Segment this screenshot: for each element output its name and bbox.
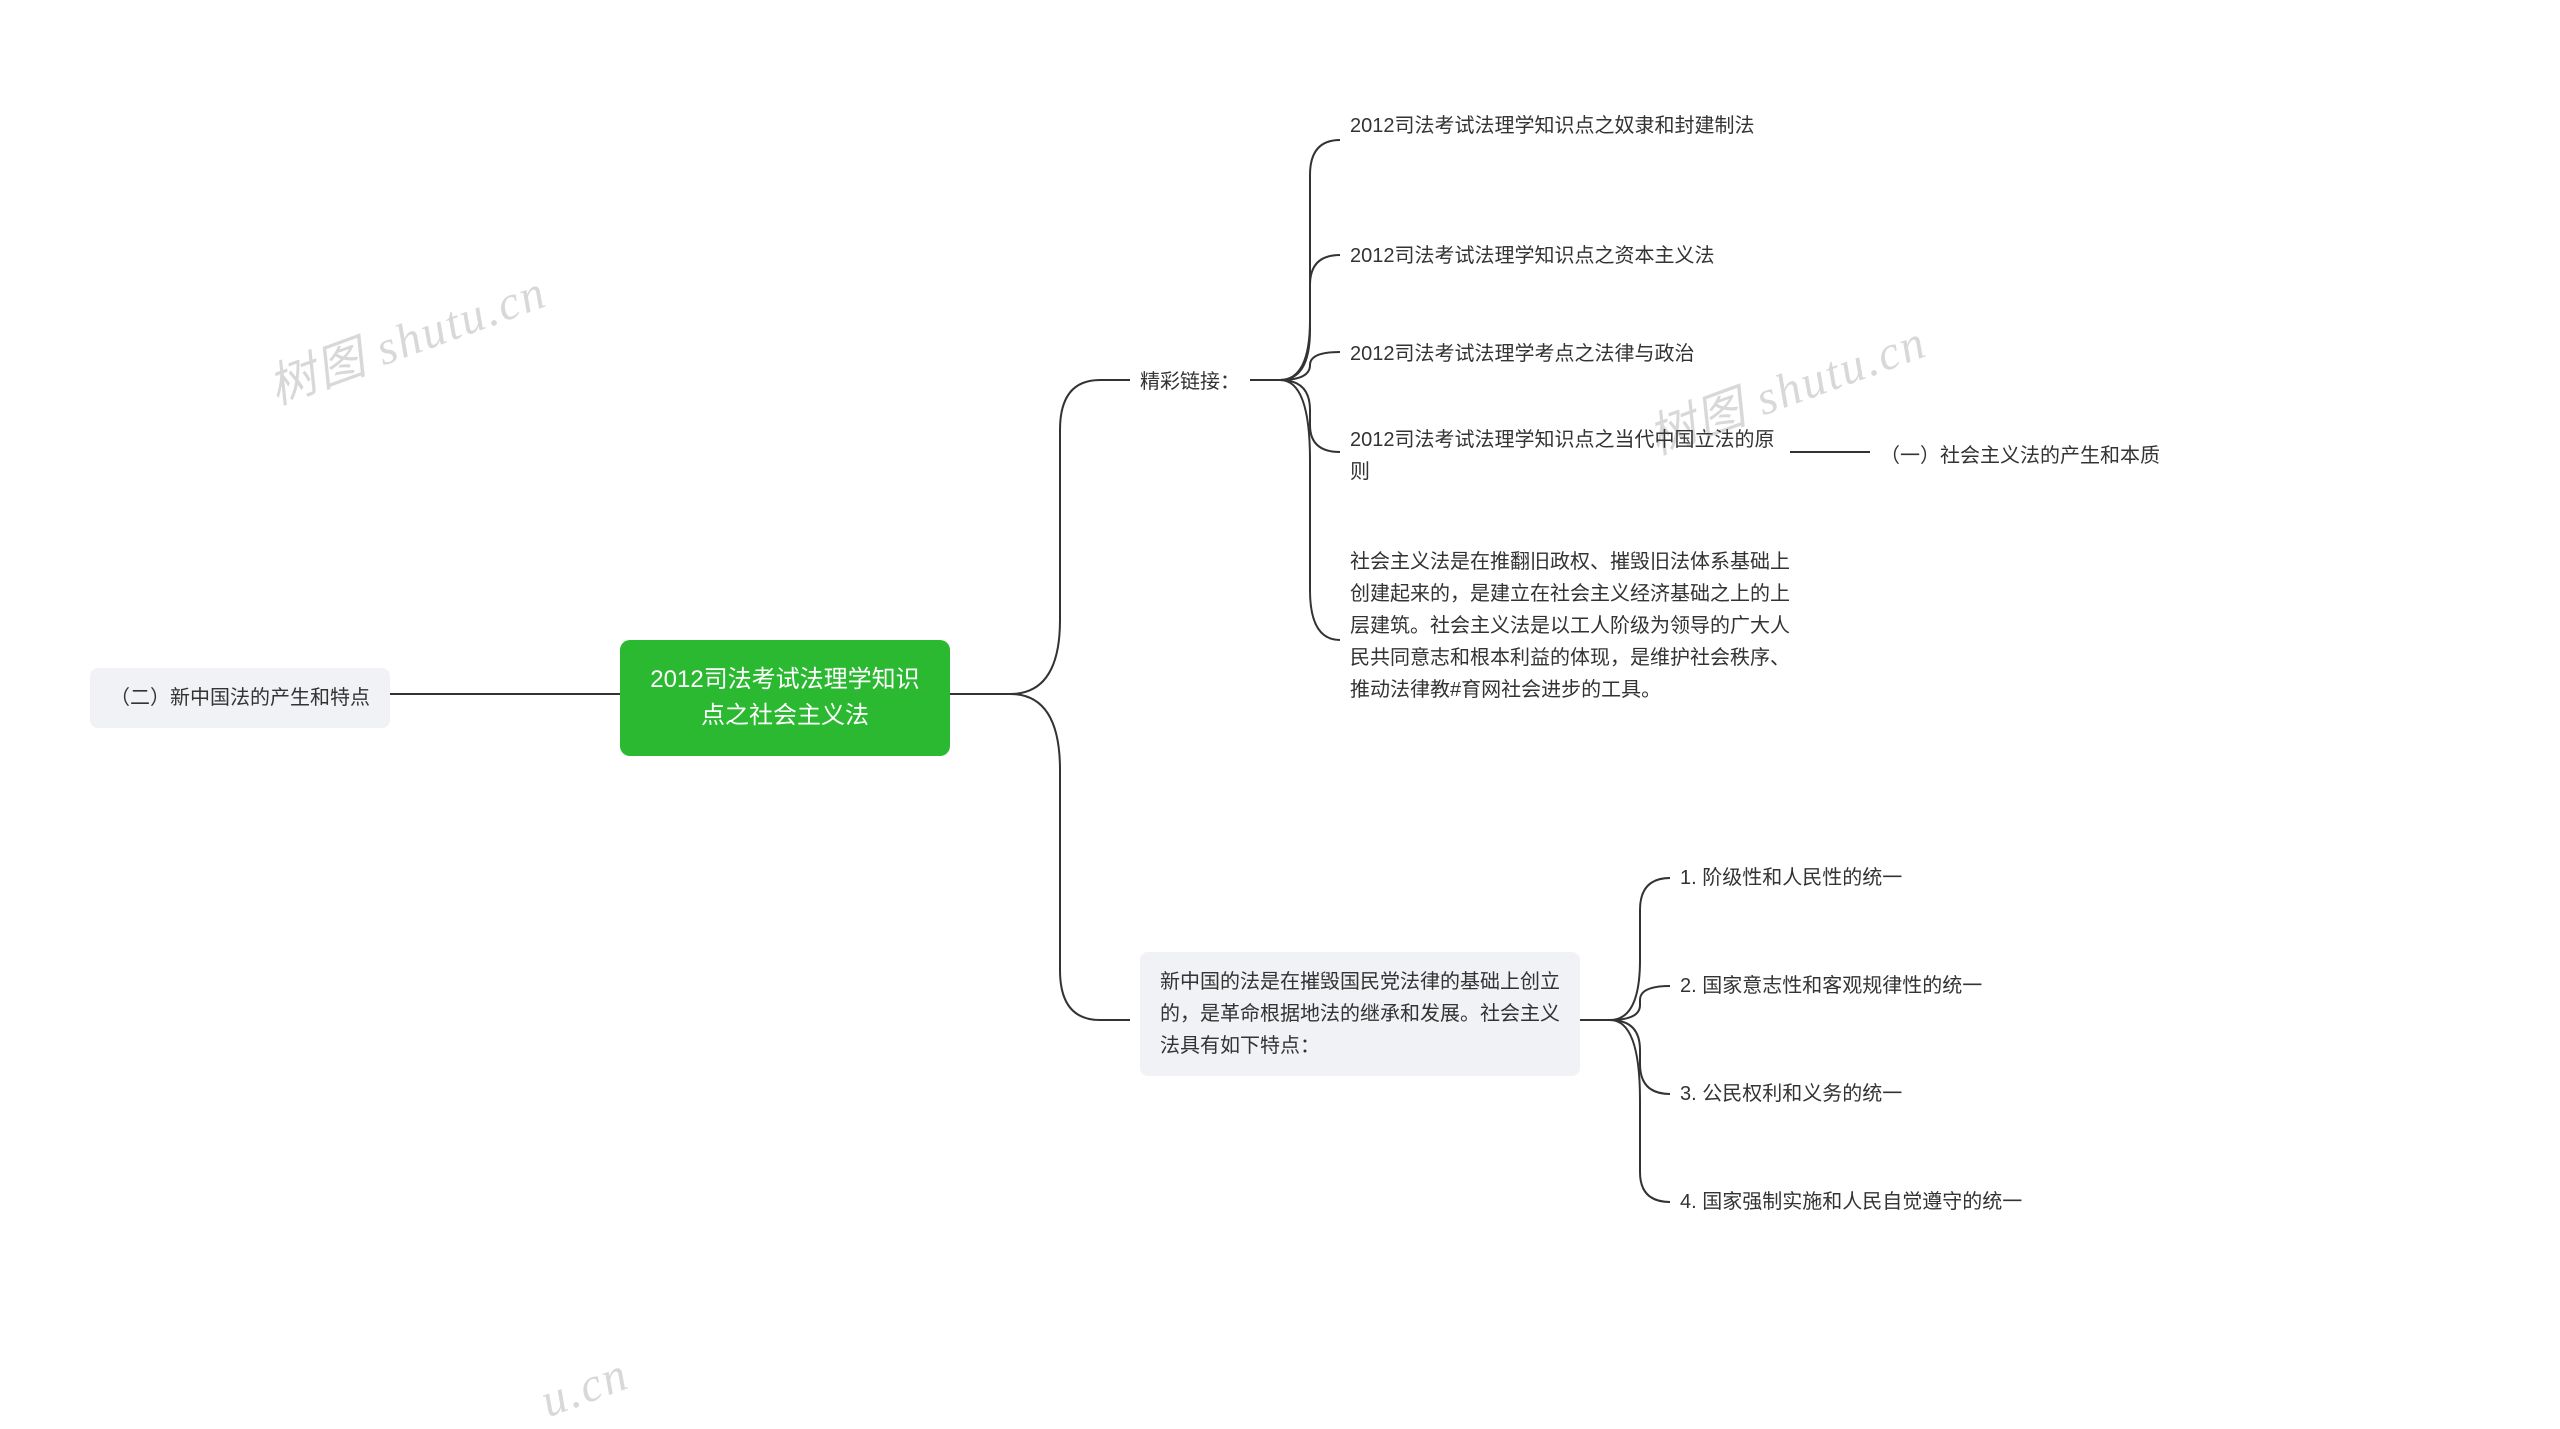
branch1-item5: 社会主义法是在推翻旧政权、摧毁旧法体系基础上创建起来的，是建立在社会主义经济基础… [1350,546,1790,706]
branch1-item2: 2012司法考试法理学知识点之资本主义法 [1350,240,1780,272]
branch2-point3: 3. 公民权利和义务的统一 [1680,1078,1902,1110]
root-node: 2012司法考试法理学知识点之社会主义法 [620,640,950,756]
branch2-label: 新中国的法是在摧毁国民党法律的基础上创立的，是革命根据地法的继承和发展。社会主义… [1140,952,1580,1076]
left-branch-node: （二）新中国法的产生和特点 [90,668,390,728]
branch2-point1: 1. 阶级性和人民性的统一 [1680,862,1902,894]
branch2-point2: 2. 国家意志性和客观规律性的统一 [1680,970,1982,1002]
branch2-point4: 4. 国家强制实施和人民自觉遵守的统一 [1680,1186,2022,1218]
branch1-item4: 2012司法考试法理学知识点之当代中国立法的原则 [1350,424,1780,488]
branch1-item3: 2012司法考试法理学考点之法律与政治 [1350,338,1780,370]
branch1-item4-child: （一）社会主义法的产生和本质 [1880,440,2160,472]
branch1-label: 精彩链接： [1140,366,1240,398]
branch1-item1: 2012司法考试法理学知识点之奴隶和封建制法 [1350,110,1780,142]
